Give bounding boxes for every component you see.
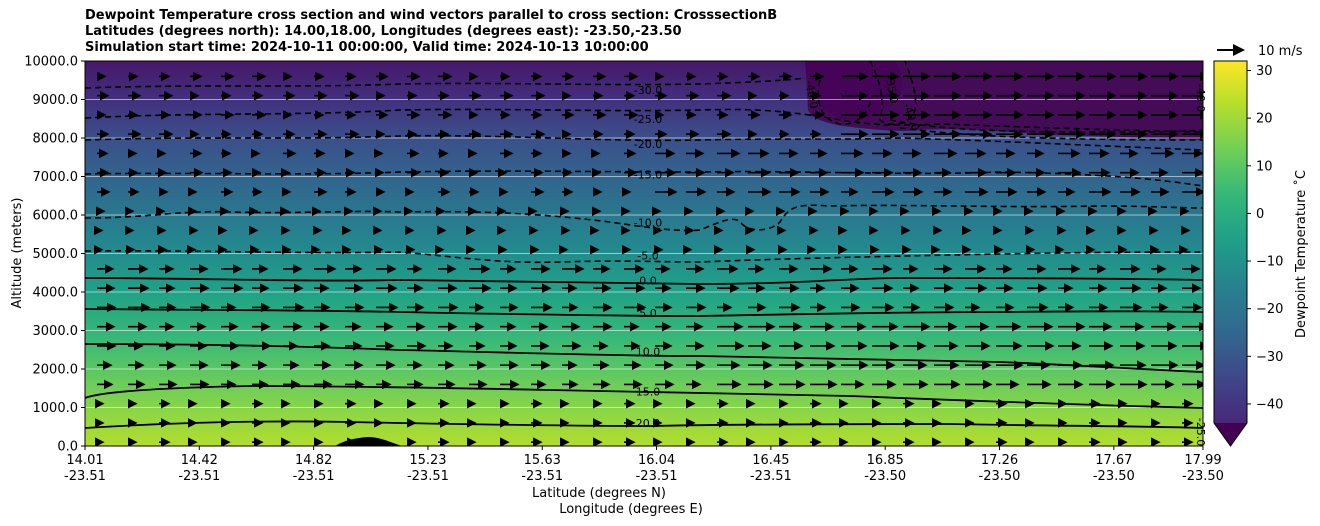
x-tick-lon: -23.50 xyxy=(979,469,1021,484)
x-tick-lat: 15.63 xyxy=(524,453,561,468)
contour-labels: -30.0 -25.0 -20.0 -15.0 -10.0 -5.0 0.0 5.0 10.0 1… xyxy=(634,74,1207,446)
contour-label: -20.0 xyxy=(634,138,662,151)
x-tick-lat: 14.42 xyxy=(181,453,218,468)
y-axis-ticks: 0.0 1000.0 2000.0 3000.0 4000.0 5000.0 6000.0 7… xyxy=(24,55,85,455)
contour-label: 15.0 xyxy=(636,385,661,398)
contour-label: 20.0 xyxy=(636,417,661,430)
contour-minus20 xyxy=(85,134,1203,151)
colorbar-tick-label: 20 xyxy=(1256,112,1273,127)
chart-title: Dewpoint Temperature cross section and w… xyxy=(85,8,778,23)
contour-minus25 xyxy=(85,108,1203,133)
contour-dry-2 xyxy=(869,61,917,126)
x-tick-lon: -23.51 xyxy=(293,469,335,484)
contour-label: -5.0 xyxy=(637,249,658,262)
contour-label-extra: -40.0 xyxy=(803,79,821,109)
y-tick-label: 8000.0 xyxy=(33,132,79,147)
x-tick-lon: -23.51 xyxy=(750,469,792,484)
colorbar-tick-label: −40 xyxy=(1256,397,1283,412)
y-axis-label: Altitude (meters) xyxy=(10,198,25,309)
x-axis-label-2: Longitude (degrees E) xyxy=(559,502,703,517)
chart-titles: Dewpoint Temperature cross section and w… xyxy=(85,8,777,56)
colorbar-tick-label: −30 xyxy=(1256,350,1283,365)
contour-dry-1 xyxy=(817,79,873,125)
x-tick-lon: -23.51 xyxy=(64,469,106,484)
contour-label: -25.0 xyxy=(634,113,662,126)
y-tick-label: 6000.0 xyxy=(33,209,79,224)
y-tick-label: 2000.0 xyxy=(33,363,79,378)
x-tick-lon: -23.50 xyxy=(1093,469,1135,484)
x-tick-lon: -23.50 xyxy=(864,469,906,484)
chart-subtitle-1: Latitudes (degrees north): 14.00,18.00, … xyxy=(85,24,682,39)
colorbar-extend-min xyxy=(1214,423,1247,446)
contour-label: -30.0 xyxy=(634,84,662,97)
x-tick-lat: 16.04 xyxy=(638,453,675,468)
colorbar-ticks: 30 20 10 0 −10 −20 −30 −40 xyxy=(1247,64,1283,412)
y-tick-label: 7000.0 xyxy=(33,170,79,185)
x-tick-lat: 15.23 xyxy=(409,453,446,468)
chart-subtitle-2: Simulation start time: 2024-10-11 00:00:… xyxy=(85,40,649,55)
contour-label: -15.0 xyxy=(634,169,662,182)
colorbar: 30 20 10 0 −10 −20 −30 −40 Dewpoint Temperature… xyxy=(1213,60,1309,447)
x-axis-ticks: 14.01-23.5114.42-23.5114.82-23.5115.23-2… xyxy=(64,446,1224,484)
y-tick-label: 10000.0 xyxy=(24,55,78,70)
y-tick-label: 4000.0 xyxy=(33,286,79,301)
contour-minus10 xyxy=(85,204,1203,232)
x-tick-lat: 16.45 xyxy=(752,453,789,468)
colorbar-body xyxy=(1214,61,1247,423)
colorbar-tick-label: 0 xyxy=(1256,207,1264,222)
x-tick-lon: -23.51 xyxy=(636,469,678,484)
colorbar-tick-label: −20 xyxy=(1256,302,1283,317)
x-tick-lon: -23.50 xyxy=(1182,469,1224,484)
y-tick-label: 0.0 xyxy=(57,440,78,455)
wind-vectors xyxy=(94,71,1203,446)
x-tick-lon: -23.51 xyxy=(407,469,449,484)
x-tick-lat: 17.67 xyxy=(1095,453,1132,468)
quiver-key-label: 10 m/s xyxy=(1258,44,1303,59)
contour-minus30 xyxy=(85,77,806,89)
contour-label: 10.0 xyxy=(636,346,661,359)
x-axis-label: Latitude (degrees N) xyxy=(532,486,666,501)
colorbar-tick-label: 10 xyxy=(1256,159,1273,174)
x-tick-lat: 14.01 xyxy=(66,453,103,468)
x-tick-lat: 16.85 xyxy=(867,453,904,468)
x-tick-lon: -23.51 xyxy=(178,469,220,484)
x-tick-lat: 17.99 xyxy=(1184,453,1221,468)
contour-minus15 xyxy=(85,170,1203,187)
y-tick-label: 9000.0 xyxy=(33,93,79,108)
contour-0 xyxy=(85,277,1203,285)
x-tick-lat: 14.82 xyxy=(295,453,332,468)
contour-label: -10.0 xyxy=(634,217,662,230)
quiver-key: 10 m/s xyxy=(1217,44,1303,59)
colorbar-tick-label: 30 xyxy=(1256,64,1273,79)
y-tick-label: 5000.0 xyxy=(33,247,79,262)
colorbar-label: Dewpoint Temperature ˚C xyxy=(1293,170,1309,338)
contour-label: 0.0 xyxy=(639,274,657,287)
contour-minus5 xyxy=(85,250,1203,264)
x-tick-lat: 17.26 xyxy=(981,453,1018,468)
contour-label-extra: -25.0 xyxy=(1194,418,1207,446)
colorbar-tick-label: −10 xyxy=(1256,255,1283,270)
contour-label-extra: -40.0 xyxy=(1194,84,1207,112)
y-tick-label: 1000.0 xyxy=(33,401,79,416)
contour-label-extra: -35.0 xyxy=(883,74,901,104)
y-tick-label: 3000.0 xyxy=(33,324,79,339)
contour-label: 5.0 xyxy=(639,307,657,320)
x-tick-lon: -23.51 xyxy=(521,469,563,484)
